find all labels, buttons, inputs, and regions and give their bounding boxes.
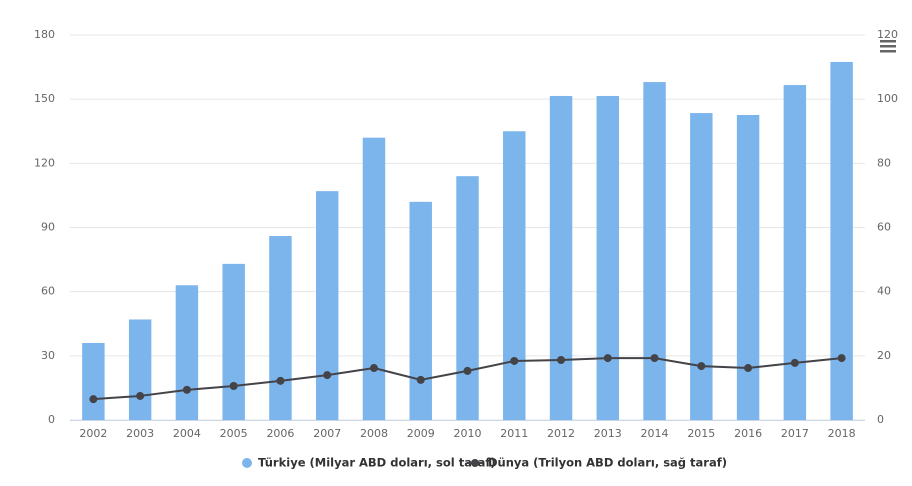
legend-item[interactable]: Dünya (Trilyon ABD doları, sağ taraf) [467, 456, 727, 470]
y-tick-label: 0 [48, 413, 55, 426]
y-tick-label: 120 [34, 156, 55, 169]
point [323, 371, 332, 380]
bar [783, 85, 807, 421]
bar [82, 343, 105, 420]
x-tick-label: 2009 [407, 427, 435, 440]
y2-tick-label: 80 [877, 156, 891, 169]
legend-label: Türkiye (Milyar ABD doları, sol taraf) [258, 456, 496, 470]
x-tick-label: 2014 [641, 427, 669, 440]
bar [175, 285, 199, 420]
x-tick-label: 2010 [454, 427, 482, 440]
legend-item[interactable]: Türkiye (Milyar ABD doları, sol taraf) [242, 456, 496, 470]
x-tick-label: 2005 [220, 427, 248, 440]
y-tick-label: 150 [34, 92, 55, 105]
bar [690, 113, 713, 420]
bar [269, 236, 292, 420]
x-tick-label: 2018 [828, 427, 856, 440]
menu-bar [880, 50, 896, 53]
bar [409, 201, 432, 420]
point [416, 375, 425, 384]
point [790, 358, 799, 367]
point [463, 366, 472, 375]
bar [128, 319, 152, 420]
point [603, 354, 612, 363]
x-tick-label: 2011 [500, 427, 528, 440]
point [837, 354, 846, 363]
point [229, 381, 238, 390]
bar [362, 137, 386, 420]
bar [549, 95, 573, 420]
y2-tick-label: 120 [877, 28, 898, 41]
y2-tick-label: 40 [877, 285, 891, 298]
point [369, 364, 378, 373]
x-tick-label: 2003 [126, 427, 154, 440]
x-tick-label: 2008 [360, 427, 388, 440]
point [557, 356, 566, 365]
legend-label: Dünya (Trilyon ABD doları, sağ taraf) [488, 456, 727, 470]
x-tick-label: 2012 [547, 427, 575, 440]
y2-tick-label: 100 [877, 92, 898, 105]
point [510, 356, 519, 365]
legend-symbol [471, 459, 479, 467]
point [182, 385, 191, 394]
bar [222, 263, 245, 420]
bar [643, 82, 666, 421]
x-tick-label: 2016 [734, 427, 762, 440]
bar [315, 191, 339, 420]
menu-bar [880, 40, 896, 43]
y2-tick-label: 0 [877, 413, 884, 426]
point [650, 354, 659, 363]
bar [830, 61, 853, 420]
bar [596, 95, 620, 420]
point [744, 364, 753, 373]
point [89, 395, 98, 404]
menu-bar [880, 45, 896, 48]
y2-tick-label: 20 [877, 349, 891, 362]
bar [503, 131, 526, 420]
x-tick-label: 2004 [173, 427, 201, 440]
x-tick-label: 2007 [313, 427, 341, 440]
y2-tick-label: 60 [877, 221, 891, 234]
point [276, 376, 285, 385]
y-tick-label: 180 [34, 28, 55, 41]
bar [736, 114, 760, 420]
x-tick-label: 2017 [781, 427, 809, 440]
bar [456, 176, 479, 420]
y-tick-label: 30 [41, 349, 55, 362]
point [697, 362, 706, 371]
menu-button[interactable] [880, 40, 896, 53]
y-tick-label: 60 [41, 285, 55, 298]
x-tick-label: 2006 [266, 427, 294, 440]
point [136, 391, 145, 400]
y-tick-label: 90 [41, 221, 55, 234]
legend-symbol [242, 458, 252, 468]
x-tick-label: 2015 [687, 427, 715, 440]
x-tick-label: 2002 [79, 427, 107, 440]
x-tick-label: 2013 [594, 427, 622, 440]
